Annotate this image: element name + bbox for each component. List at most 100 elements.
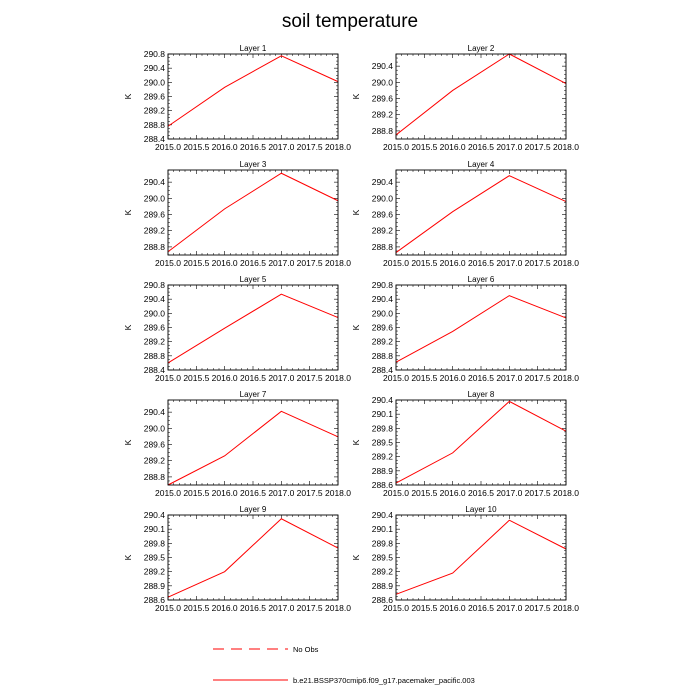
y-tick-label: 290.4 — [372, 294, 394, 304]
x-tick-label: 2015.5 — [411, 142, 437, 152]
x-tick-label: 2015.0 — [383, 373, 409, 383]
y-tick-label: 289.8 — [372, 538, 394, 548]
x-tick-label: 2015.5 — [411, 373, 437, 383]
y-tick-label: 289.2 — [372, 567, 394, 577]
series-line — [167, 410, 339, 486]
y-tick-label: 289.6 — [144, 323, 166, 333]
x-tick-label: 2018.0 — [553, 142, 579, 152]
panel-title: Layer 10 — [465, 505, 497, 514]
x-tick-label: 2018.0 — [553, 603, 579, 613]
y-tick-label: 290.8 — [144, 49, 166, 59]
plot-frame — [395, 284, 567, 371]
x-tick-label: 2016.0 — [212, 373, 238, 383]
y-tick-label: 290.4 — [144, 510, 166, 520]
x-tick-label: 2018.0 — [325, 603, 351, 613]
x-tick-label: 2017.0 — [496, 488, 522, 498]
x-tick-label: 2017.5 — [525, 258, 551, 268]
x-tick-label: 2016.5 — [240, 488, 266, 498]
panel-title: Layer 5 — [240, 275, 267, 284]
legend-model-label: b.e21.BSSP370cmip6.f09_g17.pacemaker_pac… — [293, 676, 475, 685]
y-axis-label: K — [351, 324, 361, 330]
x-tick-label: 2017.0 — [496, 258, 522, 268]
x-tick-label: 2016.5 — [468, 603, 494, 613]
x-tick-label: 2015.5 — [183, 488, 209, 498]
legend-obs-label: No Obs — [293, 645, 319, 654]
y-tick-label: 288.9 — [372, 466, 394, 476]
plot-frame — [395, 514, 567, 601]
x-tick-label: 2015.0 — [155, 488, 181, 498]
y-tick-label: 288.8 — [144, 351, 166, 361]
panel-title: Layer 9 — [240, 505, 267, 514]
plot-frame — [395, 169, 567, 256]
plot-frame — [167, 53, 339, 140]
x-tick-label: 2016.0 — [440, 142, 466, 152]
y-axis-label: K — [123, 209, 133, 215]
y-tick-label: 288.6 — [372, 595, 394, 605]
x-tick-label: 2017.0 — [268, 488, 294, 498]
y-tick-label: 290.4 — [144, 177, 166, 187]
x-tick-label: 2018.0 — [553, 488, 579, 498]
x-tick-label: 2016.5 — [240, 373, 266, 383]
x-tick-label: 2016.5 — [468, 258, 494, 268]
series-line — [395, 519, 567, 595]
y-tick-label: 289.2 — [372, 337, 394, 347]
legend: No Obs b.e21.BSSP370cmip6.f09_g17.pacema… — [213, 645, 475, 685]
y-tick-label: 289.8 — [372, 423, 394, 433]
x-tick-label: 2017.0 — [268, 373, 294, 383]
x-tick-label: 2015.5 — [411, 603, 437, 613]
x-tick-label: 2018.0 — [325, 373, 351, 383]
x-tick-label: 2017.0 — [268, 603, 294, 613]
x-tick-label: 2015.0 — [383, 258, 409, 268]
series-line — [167, 55, 339, 127]
y-tick-label: 290.0 — [372, 308, 394, 318]
x-tick-label: 2017.5 — [297, 488, 323, 498]
x-tick-label: 2015.0 — [383, 603, 409, 613]
y-tick-label: 289.5 — [372, 553, 394, 563]
y-tick-label: 289.5 — [372, 438, 394, 448]
series-line — [167, 293, 339, 364]
y-tick-label: 290.1 — [372, 409, 394, 419]
x-tick-label: 2018.0 — [325, 488, 351, 498]
panel-title: Layer 4 — [468, 160, 495, 169]
y-tick-label: 289.2 — [144, 337, 166, 347]
y-tick-label: 288.8 — [144, 120, 166, 130]
y-tick-label: 290.4 — [372, 61, 394, 71]
x-tick-label: 2016.5 — [468, 142, 494, 152]
y-tick-label: 290.0 — [144, 193, 166, 203]
x-tick-label: 2015.0 — [383, 488, 409, 498]
y-tick-label: 289.2 — [372, 110, 394, 120]
x-tick-label: 2017.5 — [297, 258, 323, 268]
x-tick-label: 2016.5 — [468, 488, 494, 498]
plot-frame — [395, 399, 567, 486]
x-tick-label: 2017.0 — [496, 373, 522, 383]
x-tick-label: 2015.5 — [411, 258, 437, 268]
x-tick-label: 2017.5 — [297, 603, 323, 613]
y-tick-label: 290.8 — [372, 280, 394, 290]
x-tick-label: 2016.0 — [212, 258, 238, 268]
y-tick-label: 290.4 — [144, 63, 166, 73]
y-tick-label: 290.0 — [144, 308, 166, 318]
y-tick-label: 288.4 — [144, 365, 166, 375]
y-tick-label: 289.2 — [372, 452, 394, 462]
plot-frame — [167, 169, 339, 256]
y-tick-label: 289.6 — [144, 92, 166, 102]
y-tick-label: 290.4 — [372, 510, 394, 520]
x-tick-label: 2017.0 — [268, 258, 294, 268]
y-tick-label: 288.6 — [144, 595, 166, 605]
y-tick-label: 288.4 — [144, 134, 166, 144]
x-tick-label: 2016.0 — [212, 603, 238, 613]
x-tick-label: 2016.0 — [440, 258, 466, 268]
y-tick-label: 290.4 — [144, 407, 166, 417]
x-tick-label: 2016.0 — [212, 142, 238, 152]
y-tick-label: 288.8 — [372, 351, 394, 361]
y-axis-label: K — [351, 439, 361, 445]
panel-title: Layer 1 — [240, 44, 267, 53]
